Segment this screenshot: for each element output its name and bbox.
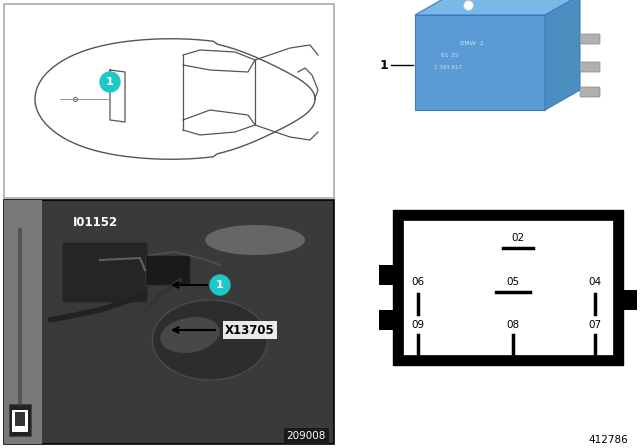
Bar	[403, 220, 613, 355]
Text: 1: 1	[106, 77, 114, 87]
Text: I01152: I01152	[73, 215, 118, 228]
Text: 09: 09	[412, 320, 424, 330]
Polygon shape	[545, 0, 580, 110]
Text: 61 35: 61 35	[441, 52, 459, 57]
FancyBboxPatch shape	[580, 34, 600, 44]
Text: 05: 05	[506, 277, 520, 287]
Circle shape	[210, 275, 230, 295]
Text: 1: 1	[216, 280, 224, 290]
FancyBboxPatch shape	[62, 242, 148, 303]
Text: X13705: X13705	[225, 323, 275, 336]
Text: 07: 07	[588, 320, 602, 330]
Bar	[4, 200, 334, 444]
Text: 04: 04	[588, 277, 602, 287]
Bar	[379, 265, 393, 285]
Bar	[415, 15, 545, 110]
FancyBboxPatch shape	[580, 87, 600, 97]
Bar	[9, 404, 31, 436]
Text: 08: 08	[506, 320, 520, 330]
Ellipse shape	[152, 300, 268, 380]
Text: 412786: 412786	[588, 435, 628, 445]
Circle shape	[100, 72, 120, 92]
Text: 02: 02	[511, 233, 525, 243]
Text: 209008: 209008	[287, 431, 326, 441]
Bar	[145, 255, 190, 285]
Bar	[4, 200, 42, 444]
FancyBboxPatch shape	[580, 62, 600, 72]
Bar	[623, 290, 637, 310]
Text: 06: 06	[412, 277, 424, 287]
Text: BMW  2: BMW 2	[461, 40, 484, 46]
Ellipse shape	[205, 225, 305, 255]
Text: 1: 1	[380, 59, 388, 72]
Bar	[15, 412, 25, 426]
Polygon shape	[415, 0, 580, 15]
Text: 1 393 617: 1 393 617	[435, 65, 463, 69]
Ellipse shape	[160, 317, 220, 353]
Bar	[4, 4, 334, 198]
Bar	[393, 210, 623, 365]
Bar	[379, 310, 393, 330]
Bar	[12, 410, 28, 432]
